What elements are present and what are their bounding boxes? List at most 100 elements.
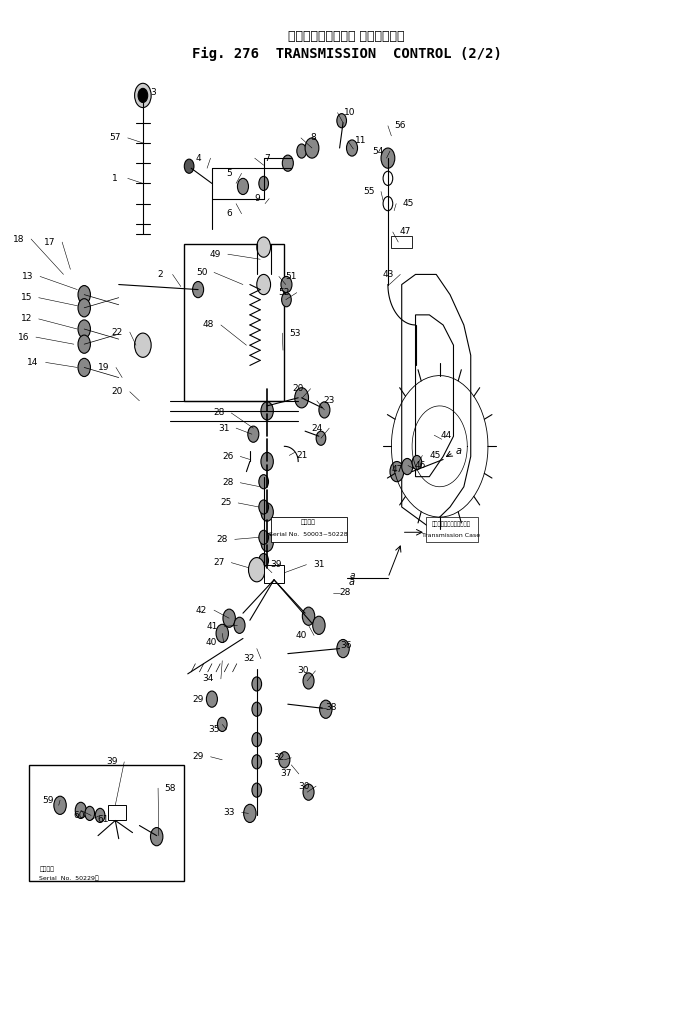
Circle shape xyxy=(78,335,90,353)
Text: Fig. 276  TRANSMISSION  CONTROL (2/2): Fig. 276 TRANSMISSION CONTROL (2/2) xyxy=(191,47,502,61)
Text: 39: 39 xyxy=(270,560,282,569)
Bar xyxy=(108,805,125,820)
Text: 32: 32 xyxy=(273,753,285,763)
Bar xyxy=(29,765,184,881)
Text: 12: 12 xyxy=(21,314,32,323)
Circle shape xyxy=(257,237,270,258)
Text: 14: 14 xyxy=(28,358,39,367)
Text: 27: 27 xyxy=(213,558,225,567)
Text: 47: 47 xyxy=(392,465,403,475)
Circle shape xyxy=(305,138,319,158)
Text: 45: 45 xyxy=(429,451,441,460)
Circle shape xyxy=(234,618,245,634)
Circle shape xyxy=(281,293,291,307)
Circle shape xyxy=(259,530,268,545)
Circle shape xyxy=(259,176,268,191)
Text: Serial No.  50003~50228: Serial No. 50003~50228 xyxy=(269,531,348,536)
Text: 5: 5 xyxy=(227,168,232,177)
Text: 58: 58 xyxy=(165,784,176,793)
Circle shape xyxy=(319,700,332,718)
Circle shape xyxy=(261,533,273,552)
Circle shape xyxy=(223,609,236,628)
Text: 適用号機: 適用号機 xyxy=(301,519,316,525)
Circle shape xyxy=(381,148,395,168)
Circle shape xyxy=(390,461,404,482)
Text: 34: 34 xyxy=(203,674,214,683)
Circle shape xyxy=(54,796,67,814)
Circle shape xyxy=(303,673,314,690)
Text: a: a xyxy=(456,446,462,456)
Text: 39: 39 xyxy=(106,757,118,767)
Text: 50: 50 xyxy=(196,268,207,277)
Text: 30: 30 xyxy=(298,782,310,791)
Circle shape xyxy=(282,155,293,171)
Text: 60: 60 xyxy=(73,811,85,820)
Text: 37: 37 xyxy=(281,770,292,779)
Text: 32: 32 xyxy=(243,654,254,663)
Circle shape xyxy=(85,806,94,820)
Bar xyxy=(270,517,346,542)
Circle shape xyxy=(244,804,256,822)
Circle shape xyxy=(313,617,325,635)
Text: 10: 10 xyxy=(344,108,356,118)
Text: 15: 15 xyxy=(21,293,32,302)
Circle shape xyxy=(252,677,261,692)
Text: 17: 17 xyxy=(44,237,55,246)
Text: 11: 11 xyxy=(355,137,366,145)
Text: 26: 26 xyxy=(222,452,234,461)
Circle shape xyxy=(261,402,273,420)
Circle shape xyxy=(319,402,330,418)
Circle shape xyxy=(337,114,346,128)
Text: Transmission Case: Transmission Case xyxy=(422,532,480,537)
Circle shape xyxy=(95,808,105,822)
Circle shape xyxy=(184,159,194,173)
Circle shape xyxy=(257,275,270,295)
Circle shape xyxy=(259,475,268,489)
Circle shape xyxy=(281,277,292,293)
Circle shape xyxy=(207,692,218,707)
Text: 28: 28 xyxy=(217,534,228,544)
Text: 28: 28 xyxy=(213,409,225,418)
Text: 44: 44 xyxy=(441,431,453,440)
Text: 43: 43 xyxy=(383,270,394,279)
Text: 8: 8 xyxy=(310,134,316,142)
Text: 適用号機: 適用号機 xyxy=(40,866,54,872)
Circle shape xyxy=(252,732,261,746)
Text: 57: 57 xyxy=(109,134,121,142)
Text: a: a xyxy=(349,571,355,580)
Circle shape xyxy=(138,88,148,102)
Text: 59: 59 xyxy=(42,796,53,805)
Circle shape xyxy=(259,500,268,514)
Text: 22: 22 xyxy=(112,328,123,337)
Circle shape xyxy=(303,784,314,800)
Text: 31: 31 xyxy=(218,424,229,433)
Circle shape xyxy=(402,458,413,475)
Text: 40: 40 xyxy=(296,631,307,640)
Circle shape xyxy=(302,607,315,626)
Circle shape xyxy=(295,387,308,408)
Text: 38: 38 xyxy=(326,703,337,712)
Text: 47: 47 xyxy=(399,227,411,236)
Text: 18: 18 xyxy=(13,234,24,243)
Text: 28: 28 xyxy=(340,588,351,597)
Circle shape xyxy=(252,783,261,797)
Text: トランスミッションケース: トランスミッションケース xyxy=(432,521,471,527)
Circle shape xyxy=(150,827,163,846)
Circle shape xyxy=(218,717,227,731)
Text: 40: 40 xyxy=(206,638,217,647)
Circle shape xyxy=(346,140,358,156)
Text: 31: 31 xyxy=(313,560,324,569)
Text: 16: 16 xyxy=(18,333,29,342)
Text: Serial  No.  50229～: Serial No. 50229～ xyxy=(40,875,99,881)
Text: 25: 25 xyxy=(220,499,231,507)
Text: 42: 42 xyxy=(196,605,207,614)
Circle shape xyxy=(76,802,87,818)
Text: a: a xyxy=(349,577,355,587)
Text: 53: 53 xyxy=(289,329,301,338)
Text: 51: 51 xyxy=(286,272,297,281)
Text: 20: 20 xyxy=(292,384,304,393)
Text: 52: 52 xyxy=(279,288,290,297)
Text: 46: 46 xyxy=(414,461,426,470)
Circle shape xyxy=(279,751,290,768)
Bar xyxy=(426,517,477,542)
